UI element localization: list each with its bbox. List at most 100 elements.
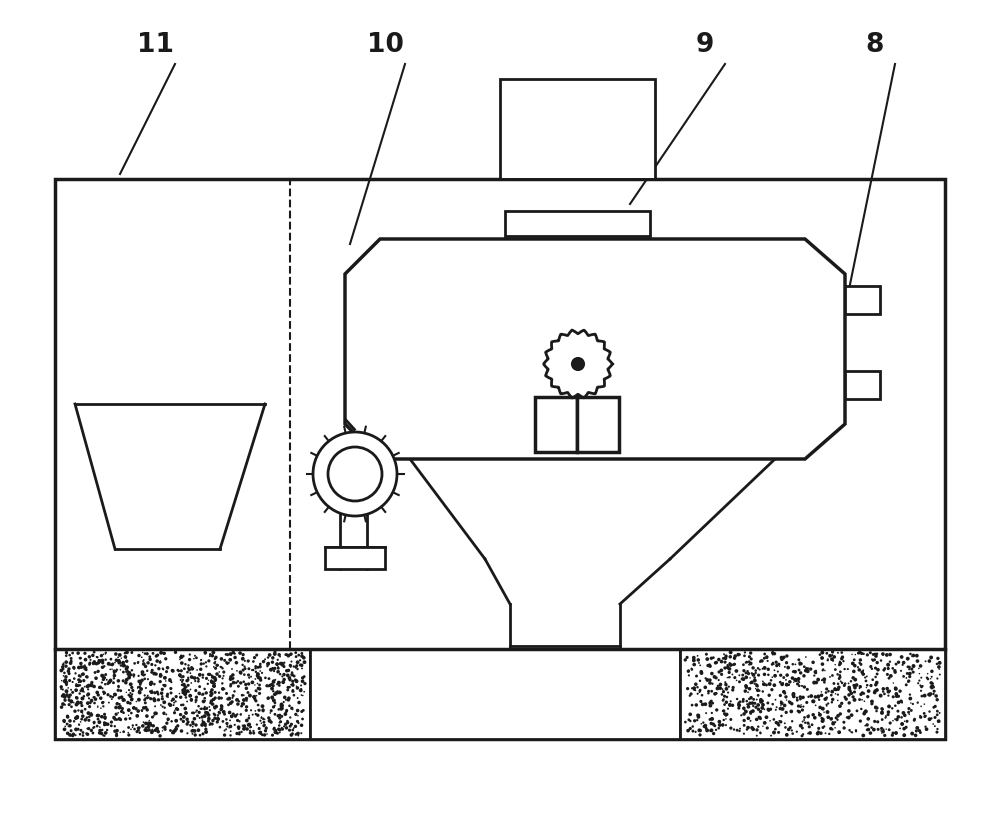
Point [927, 719, 943, 733]
Point [690, 709, 706, 722]
Point [159, 717, 175, 730]
Point [141, 714, 157, 727]
Point [264, 682, 280, 695]
Point [867, 702, 883, 715]
Point [918, 720, 934, 733]
Point [84, 695, 100, 708]
Point [198, 706, 214, 719]
Point [752, 711, 768, 724]
Point [200, 714, 216, 728]
Point [290, 729, 306, 742]
Point [110, 651, 126, 664]
Point [793, 719, 809, 733]
Point [736, 702, 752, 715]
Point [922, 713, 938, 726]
Point [117, 650, 133, 663]
Point [743, 677, 759, 690]
Point [233, 725, 249, 738]
Point [173, 691, 189, 704]
Point [280, 693, 296, 706]
Circle shape [572, 358, 584, 370]
Point [921, 653, 937, 667]
Point [271, 679, 287, 692]
Point [681, 669, 697, 682]
Point [167, 724, 183, 737]
Point [801, 720, 817, 733]
Point [164, 714, 180, 728]
Point [182, 653, 198, 666]
Point [235, 663, 251, 677]
Point [111, 701, 127, 714]
Point [892, 685, 908, 698]
Point [284, 666, 300, 679]
Point [293, 684, 309, 697]
Point [82, 700, 98, 714]
Point [75, 726, 91, 739]
Point [243, 720, 259, 733]
Point [68, 667, 84, 680]
Point [721, 671, 737, 684]
Point [283, 660, 299, 673]
Point [868, 678, 884, 691]
Point [712, 715, 728, 728]
Point [812, 648, 828, 661]
Point [66, 662, 82, 675]
Point [890, 710, 906, 723]
Point [690, 653, 706, 667]
Point [926, 685, 942, 698]
Point [223, 728, 239, 742]
Point [923, 712, 939, 725]
Point [864, 695, 880, 708]
Point [824, 712, 840, 725]
Point [881, 700, 897, 713]
Point [202, 667, 218, 681]
Point [70, 723, 86, 736]
Point [888, 727, 904, 740]
Point [915, 680, 931, 693]
Point [841, 705, 857, 718]
Point [207, 655, 223, 668]
Point [128, 702, 144, 715]
Point [266, 664, 282, 677]
Point [182, 689, 198, 702]
Point [922, 705, 938, 719]
Point [759, 721, 775, 734]
Point [738, 671, 754, 684]
Point [57, 694, 73, 707]
Point [106, 711, 122, 724]
Point [135, 668, 151, 681]
Point [750, 662, 766, 675]
Point [155, 662, 171, 676]
Point [207, 691, 223, 705]
Point [823, 722, 839, 735]
Point [282, 723, 298, 737]
Point [131, 693, 147, 706]
Point [790, 705, 806, 718]
Point [293, 727, 309, 740]
Point [138, 717, 154, 730]
Point [129, 709, 145, 723]
Point [820, 705, 836, 719]
Point [90, 709, 106, 722]
Point [197, 646, 213, 659]
Point [735, 693, 751, 706]
Point [881, 672, 897, 685]
Point [820, 653, 836, 666]
Point [193, 688, 209, 701]
Point [173, 708, 189, 721]
Point [210, 712, 226, 725]
Point [125, 684, 141, 697]
Point [216, 705, 232, 719]
Point [727, 652, 743, 665]
Point [82, 657, 98, 670]
Point [878, 711, 894, 724]
Bar [845, 286, 880, 314]
Point [285, 685, 301, 698]
Point [826, 677, 842, 690]
Point [118, 677, 134, 690]
Point [95, 700, 111, 713]
Point [772, 702, 788, 715]
Point [182, 719, 198, 732]
Point [766, 726, 782, 739]
Point [97, 708, 113, 721]
